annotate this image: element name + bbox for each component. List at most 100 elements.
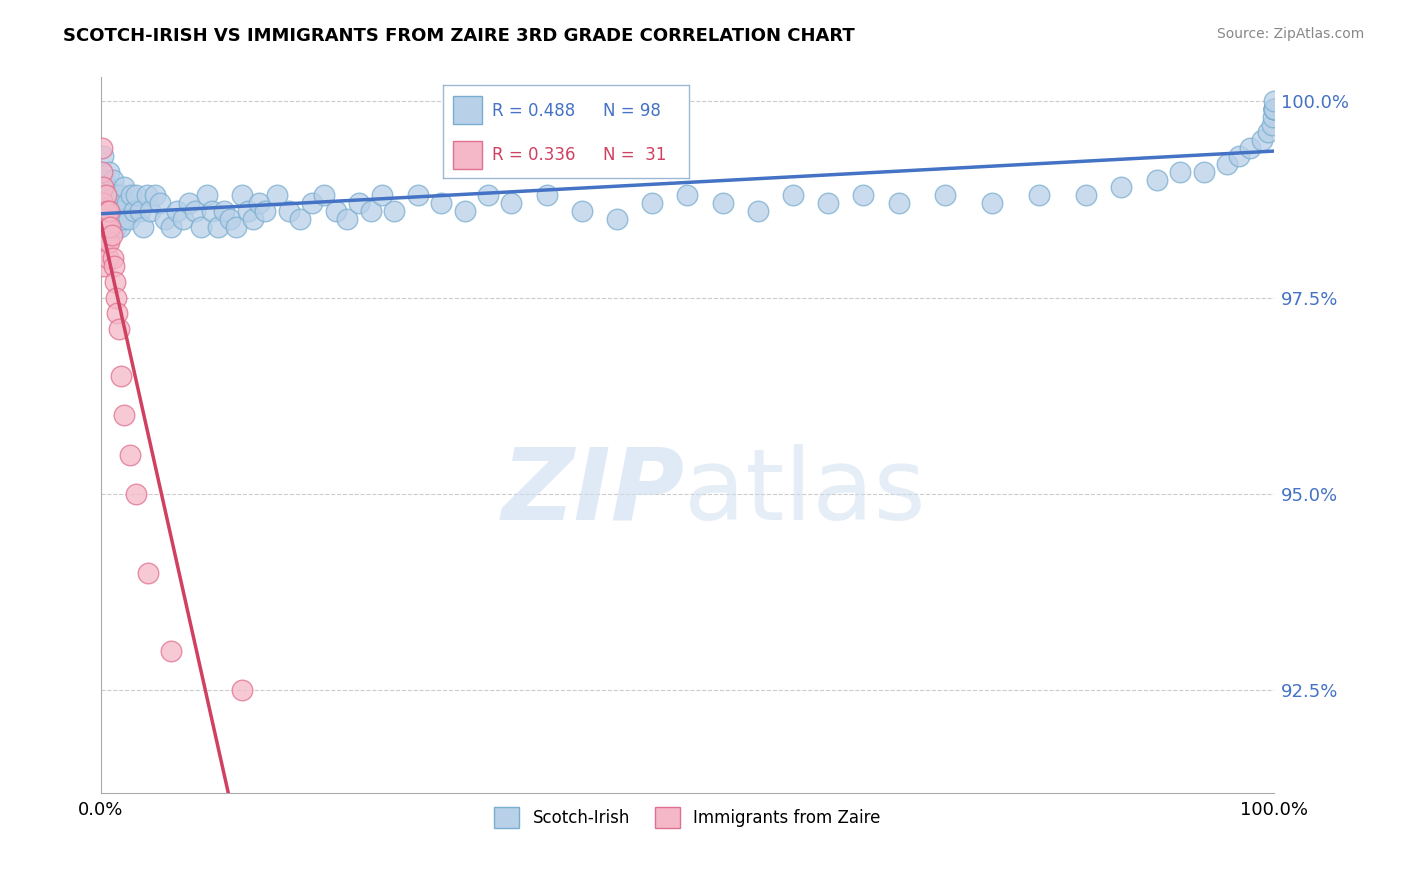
Text: N = 98: N = 98	[603, 102, 661, 120]
Point	[115, 196, 138, 211]
Point	[887, 196, 910, 211]
Point	[981, 196, 1004, 211]
Point	[107, 322, 129, 336]
Point	[1263, 102, 1285, 116]
Point	[501, 196, 523, 211]
Point	[190, 219, 212, 234]
Point	[135, 188, 157, 202]
Point	[166, 204, 188, 219]
Point	[641, 196, 664, 211]
Point	[112, 211, 135, 226]
Point	[290, 211, 312, 226]
Point	[103, 188, 125, 202]
Point	[91, 149, 114, 163]
Point	[1111, 180, 1133, 194]
Point	[184, 204, 207, 219]
Point	[149, 196, 172, 211]
FancyBboxPatch shape	[453, 96, 482, 124]
Point	[105, 188, 128, 202]
Text: Source: ZipAtlas.com: Source: ZipAtlas.com	[1216, 27, 1364, 41]
Legend: Scotch-Irish, Immigrants from Zaire: Scotch-Irish, Immigrants from Zaire	[488, 801, 887, 834]
Point	[312, 188, 335, 202]
Point	[430, 196, 453, 211]
Text: atlas: atlas	[683, 443, 925, 541]
Point	[101, 172, 124, 186]
Point	[100, 227, 122, 242]
Point	[98, 204, 121, 219]
Point	[219, 211, 242, 226]
Point	[132, 219, 155, 234]
Point	[112, 180, 135, 194]
Text: N =  31: N = 31	[603, 146, 666, 164]
Point	[195, 188, 218, 202]
Point	[1028, 188, 1050, 202]
Point	[110, 369, 132, 384]
Point	[1263, 102, 1285, 116]
Point	[453, 204, 475, 219]
Point	[172, 211, 194, 226]
Point	[120, 448, 142, 462]
Point	[103, 259, 125, 273]
Point	[93, 227, 115, 242]
Point	[676, 188, 699, 202]
Point	[382, 204, 405, 219]
Point	[160, 219, 183, 234]
Point	[360, 204, 382, 219]
Point	[105, 306, 128, 320]
Point	[1239, 141, 1261, 155]
Point	[93, 172, 115, 186]
Point	[711, 196, 734, 211]
Point	[97, 251, 120, 265]
Point	[91, 196, 114, 211]
Point	[347, 196, 370, 211]
Point	[325, 204, 347, 219]
Point	[91, 211, 114, 226]
Point	[94, 188, 117, 202]
Point	[160, 644, 183, 658]
Point	[817, 196, 839, 211]
Point	[110, 188, 132, 202]
Point	[120, 188, 142, 202]
Text: SCOTCH-IRISH VS IMMIGRANTS FROM ZAIRE 3RD GRADE CORRELATION CHART: SCOTCH-IRISH VS IMMIGRANTS FROM ZAIRE 3R…	[63, 27, 855, 45]
Point	[111, 204, 134, 219]
Point	[477, 188, 499, 202]
Point	[97, 196, 120, 211]
Point	[1261, 110, 1284, 124]
Point	[104, 275, 127, 289]
Point	[406, 188, 429, 202]
Point	[201, 204, 224, 219]
Point	[128, 204, 150, 219]
Point	[266, 188, 288, 202]
Point	[91, 141, 114, 155]
Point	[1251, 133, 1274, 147]
Point	[125, 487, 148, 501]
Text: R = 0.488: R = 0.488	[492, 102, 575, 120]
Point	[747, 204, 769, 219]
Point	[782, 188, 804, 202]
Point	[1076, 188, 1098, 202]
Point	[301, 196, 323, 211]
Point	[231, 188, 253, 202]
Point	[125, 188, 148, 202]
Point	[934, 188, 956, 202]
Point	[212, 204, 235, 219]
Point	[93, 259, 115, 273]
Point	[536, 188, 558, 202]
Point	[98, 235, 121, 250]
Text: ZIP: ZIP	[502, 443, 685, 541]
Point	[207, 219, 229, 234]
Point	[105, 219, 128, 234]
Point	[1260, 118, 1282, 132]
FancyBboxPatch shape	[453, 141, 482, 169]
Point	[242, 211, 264, 226]
Point	[93, 196, 115, 211]
Point	[91, 180, 114, 194]
Point	[104, 204, 127, 219]
Point	[1168, 165, 1191, 179]
Point	[155, 211, 177, 226]
Point	[1263, 102, 1285, 116]
Point	[94, 211, 117, 226]
Point	[254, 204, 277, 219]
Point	[606, 211, 628, 226]
Point	[98, 219, 121, 234]
